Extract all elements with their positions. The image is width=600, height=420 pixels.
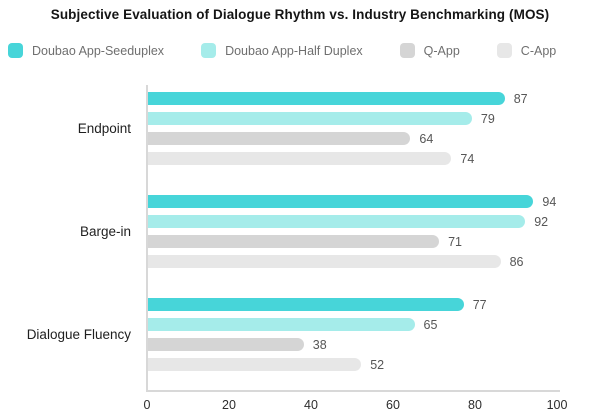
bar-value-label: 71	[448, 234, 462, 249]
legend: Doubao App-Seeduplex Doubao App-Half Dupl…	[8, 43, 556, 58]
bar-group: Dialogue Fluency 77 65 38 52	[0, 297, 600, 372]
bar	[148, 338, 304, 351]
bar	[148, 215, 526, 228]
bar-value-label: 38	[312, 337, 327, 352]
bar-row: 65	[148, 317, 558, 332]
bar	[148, 255, 501, 268]
plot-area: Endpoint 87 79 64 74 Barge-in 94 92 71 86 Dialogue…	[0, 85, 600, 420]
bar-value-label: 79	[480, 111, 495, 126]
bar-group: Endpoint 87 79 64 74	[0, 91, 600, 166]
bar-value-label: 52	[370, 357, 385, 372]
x-axis-line	[146, 390, 560, 392]
legend-swatch	[399, 43, 415, 58]
x-tick-label: 40	[304, 398, 318, 412]
bar-value-label: 65	[423, 317, 438, 332]
bar	[148, 92, 505, 105]
legend-label: Doubao App-Seeduplex	[32, 43, 165, 58]
bar-row: 64	[148, 131, 558, 146]
legend-swatch	[201, 43, 217, 58]
category-label: Dialogue Fluency	[26, 327, 131, 342]
bar-row: 74	[148, 151, 558, 166]
legend-item: Doubao App-Seeduplex	[8, 43, 164, 58]
bar	[148, 152, 452, 165]
bar-value-label: 86	[509, 254, 524, 269]
bar-value-label: 92	[534, 214, 549, 229]
group-bars: 77 65 38 52	[146, 297, 558, 372]
bar-row: 71	[148, 234, 558, 249]
bar-row: 38	[148, 337, 558, 352]
bar	[148, 318, 415, 331]
chart-title: Subjective Evaluation of Dialogue Rhythm…	[50, 7, 550, 22]
bar-group: Barge-in 94 92 71 86	[0, 194, 600, 269]
bar	[148, 235, 440, 248]
bar	[148, 112, 472, 125]
y-axis-line	[146, 85, 148, 392]
bar-row: 79	[148, 111, 558, 126]
x-tick-label: 100	[546, 398, 568, 412]
legend-swatch	[8, 43, 23, 58]
legend-item: C-App	[496, 43, 557, 58]
group-bars: 94 92 71 86	[146, 194, 558, 269]
bar-value-label: 87	[513, 91, 528, 106]
bar-row: 94	[148, 194, 558, 209]
x-tick-label: 80	[468, 398, 482, 412]
bar	[148, 298, 464, 311]
x-tick-label: 20	[222, 398, 236, 412]
category-label: Barge-in	[79, 224, 131, 239]
legend-label: C-App	[520, 43, 557, 58]
plot-groups: Endpoint 87 79 64 74 Barge-in 94 92 71 86 Dialogue…	[0, 91, 600, 372]
bar-value-label: 74	[460, 151, 475, 166]
bar-row: 52	[148, 357, 558, 372]
bar	[148, 358, 362, 371]
bar	[148, 132, 411, 145]
legend-label: Doubao App-Half Duplex	[225, 43, 363, 58]
legend-item: Q-App	[399, 43, 460, 58]
legend-swatch	[496, 43, 512, 58]
legend-item: Doubao App-Half Duplex	[201, 43, 363, 58]
x-tick-label: 0	[143, 398, 151, 412]
bar-row: 86	[148, 254, 558, 269]
bar-value-label: 77	[472, 297, 487, 312]
bar	[148, 195, 534, 208]
bar-value-label: 94	[542, 194, 557, 209]
bar-row: 92	[148, 214, 558, 229]
category-label: Endpoint	[77, 121, 131, 136]
bar-value-label: 64	[419, 131, 434, 146]
bar-row: 87	[148, 91, 558, 106]
bar-row: 77	[148, 297, 558, 312]
group-bars: 87 79 64 74	[146, 91, 558, 166]
legend-label: Q-App	[423, 43, 460, 58]
x-tick-label: 60	[386, 398, 400, 412]
